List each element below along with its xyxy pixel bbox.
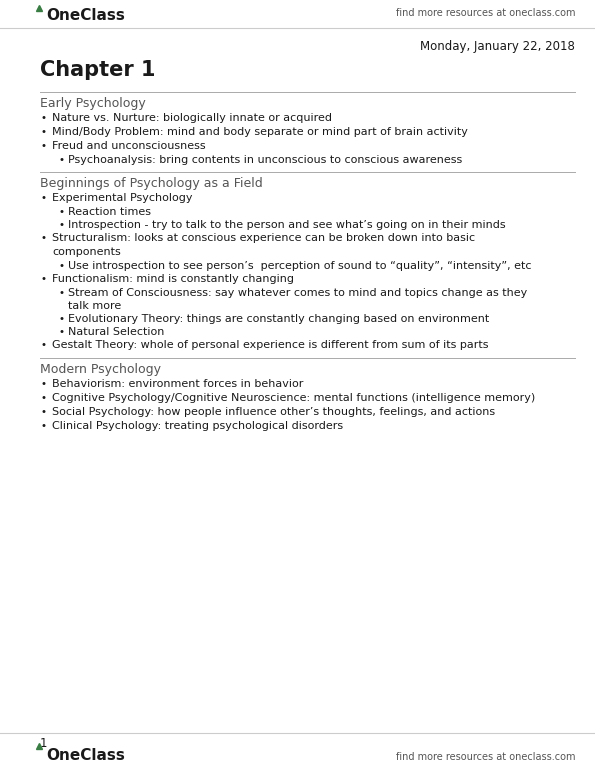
Text: •: • [58, 155, 64, 165]
Text: •: • [41, 113, 47, 123]
Text: Mind/Body Problem: mind and body separate or mind part of brain activity: Mind/Body Problem: mind and body separat… [52, 127, 468, 137]
Text: OneClass: OneClass [46, 8, 125, 23]
Text: Early Psychology: Early Psychology [40, 97, 146, 110]
Text: OneClass: OneClass [46, 748, 125, 763]
Text: •: • [58, 261, 64, 271]
Text: Experimental Psychology: Experimental Psychology [52, 193, 193, 203]
Text: •: • [58, 207, 64, 217]
Text: •: • [41, 193, 47, 203]
Text: •: • [58, 288, 64, 298]
Text: Chapter 1: Chapter 1 [40, 60, 155, 80]
Text: components: components [52, 247, 121, 257]
Text: Natural Selection: Natural Selection [68, 327, 164, 337]
Text: talk more: talk more [68, 301, 121, 311]
Text: •: • [58, 327, 64, 337]
Text: •: • [58, 220, 64, 230]
Text: •: • [41, 393, 47, 403]
Text: find more resources at oneclass.com: find more resources at oneclass.com [396, 8, 575, 18]
Text: Structuralism: looks at conscious experience can be broken down into basic: Structuralism: looks at conscious experi… [52, 233, 475, 243]
Text: •: • [41, 127, 47, 137]
Text: Psychoanalysis: bring contents in unconscious to conscious awareness: Psychoanalysis: bring contents in uncons… [68, 155, 462, 165]
Text: Evolutionary Theory: things are constantly changing based on environment: Evolutionary Theory: things are constant… [68, 314, 489, 324]
Text: Functionalism: mind is constantly changing: Functionalism: mind is constantly changi… [52, 274, 294, 284]
Text: find more resources at oneclass.com: find more resources at oneclass.com [396, 752, 575, 762]
Text: Clinical Psychology: treating psychological disorders: Clinical Psychology: treating psychologi… [52, 421, 343, 431]
Text: Social Psychology: how people influence other’s thoughts, feelings, and actions: Social Psychology: how people influence … [52, 407, 495, 417]
Text: •: • [41, 379, 47, 389]
Text: Use introspection to see person’s  perception of sound to “quality”, “intensity”: Use introspection to see person’s percep… [68, 261, 531, 271]
Text: •: • [41, 407, 47, 417]
Text: Modern Psychology: Modern Psychology [40, 363, 161, 376]
Text: 1: 1 [40, 737, 48, 750]
Text: Beginnings of Psychology as a Field: Beginnings of Psychology as a Field [40, 177, 263, 190]
Text: Stream of Consciousness: say whatever comes to mind and topics change as they: Stream of Consciousness: say whatever co… [68, 288, 527, 298]
Text: Freud and unconsciousness: Freud and unconsciousness [52, 141, 206, 151]
Text: Gestalt Theory: whole of personal experience is different from sum of its parts: Gestalt Theory: whole of personal experi… [52, 340, 488, 350]
Text: Monday, January 22, 2018: Monday, January 22, 2018 [420, 40, 575, 53]
Text: Nature vs. Nurture: biologically innate or acquired: Nature vs. Nurture: biologically innate … [52, 113, 332, 123]
Text: •: • [41, 233, 47, 243]
Text: Reaction times: Reaction times [68, 207, 151, 217]
Text: •: • [41, 340, 47, 350]
Text: Cognitive Psychology/Cognitive Neuroscience: mental functions (intelligence memo: Cognitive Psychology/Cognitive Neuroscie… [52, 393, 536, 403]
Text: •: • [41, 141, 47, 151]
Text: •: • [58, 314, 64, 324]
Text: Behaviorism: environment forces in behavior: Behaviorism: environment forces in behav… [52, 379, 303, 389]
Text: •: • [41, 274, 47, 284]
Text: •: • [41, 421, 47, 431]
Text: Introspection - try to talk to the person and see what’s going on in their minds: Introspection - try to talk to the perso… [68, 220, 506, 230]
